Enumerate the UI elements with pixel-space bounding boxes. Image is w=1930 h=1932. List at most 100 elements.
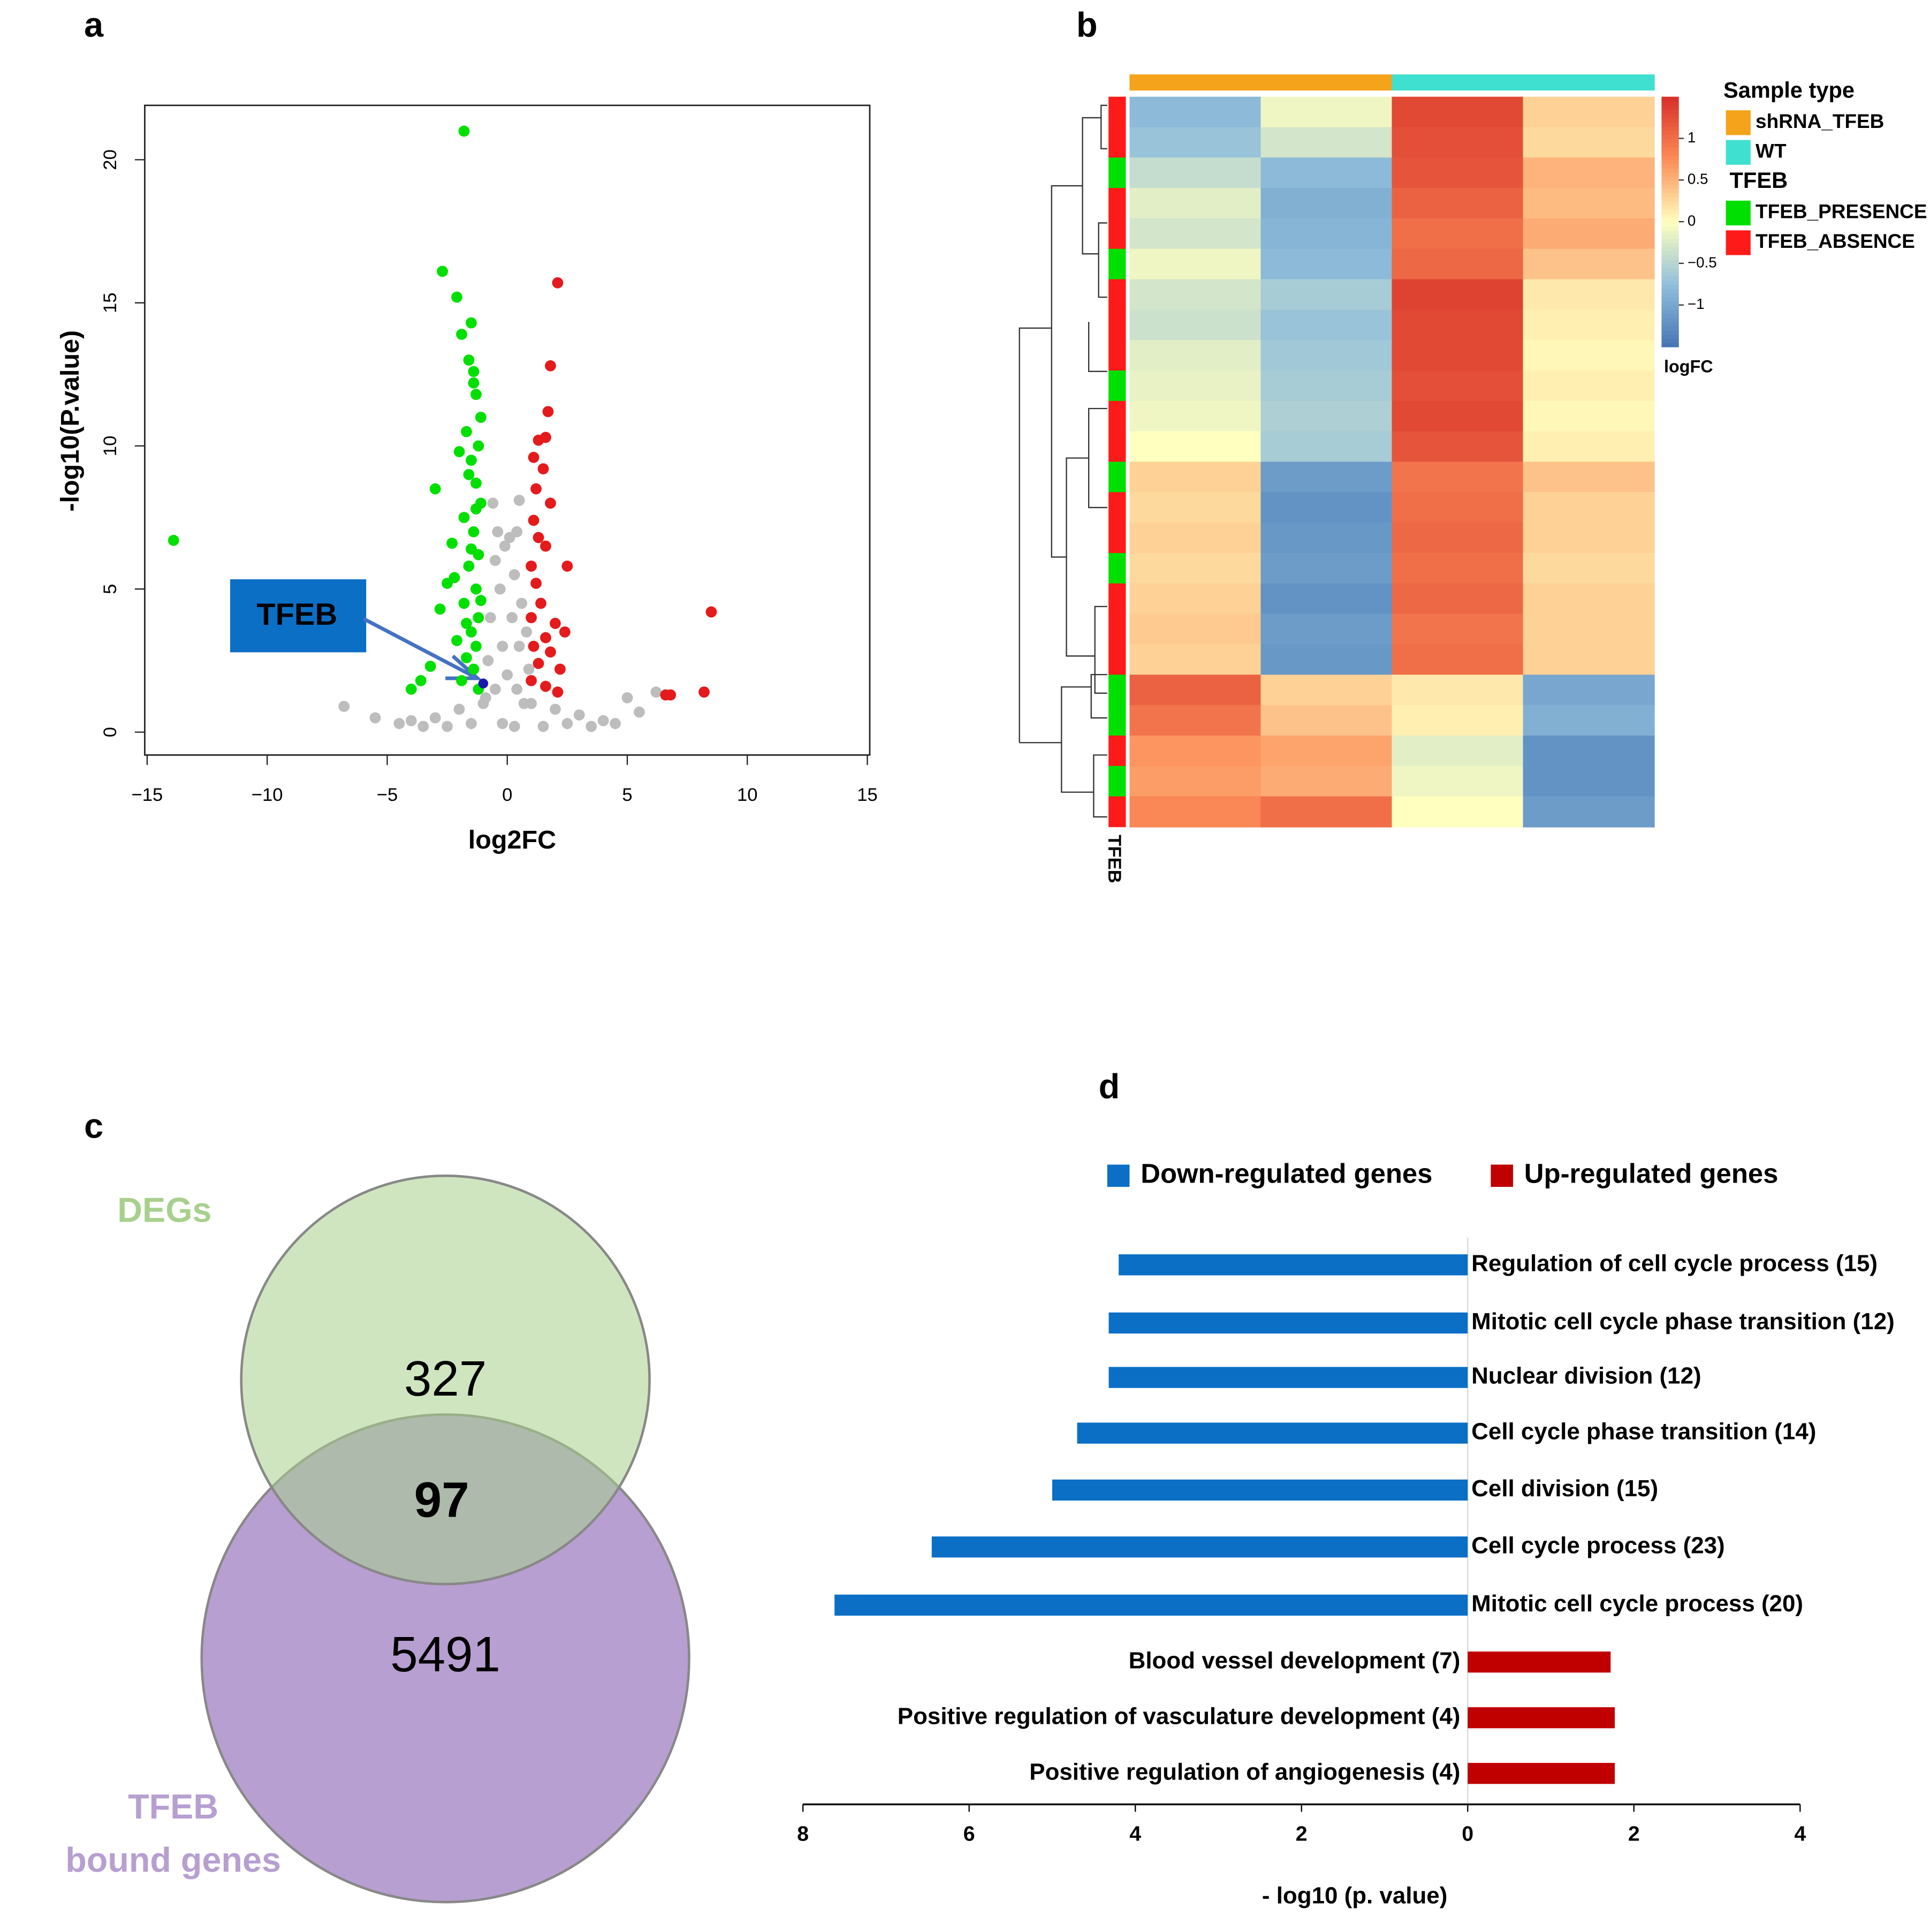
point: [511, 684, 523, 695]
heat-cell: [1523, 766, 1655, 797]
point: [497, 640, 508, 652]
point: [552, 277, 564, 289]
heat-cell: [1129, 340, 1262, 372]
bar: [1468, 1651, 1611, 1673]
point: [634, 706, 645, 718]
point: [463, 560, 475, 572]
heat-cell: [1129, 705, 1262, 737]
row-annotation: [1108, 492, 1126, 523]
colorbar-tick-label: −0.5: [1688, 254, 1717, 270]
heat-cell: [1129, 96, 1262, 128]
annotation: TFEB: [256, 597, 337, 632]
legend-swatch: [1726, 110, 1751, 135]
colorbar-step: [1661, 204, 1679, 210]
colorbar-step: [1661, 138, 1679, 143]
point: [466, 718, 477, 729]
column-annotation: [1129, 74, 1262, 91]
annotation-box: [230, 579, 367, 653]
point: [561, 718, 573, 729]
heat-cell: [1129, 613, 1262, 645]
point: [458, 512, 470, 524]
y-tick-label: 20: [100, 149, 120, 170]
heat-cell: [1523, 735, 1655, 767]
heat-cell: [1260, 644, 1393, 676]
row-annotation: [1108, 705, 1126, 736]
heat-cell: [1129, 675, 1262, 706]
heat-cell: [1392, 127, 1524, 158]
bar: [1468, 1763, 1615, 1784]
point: [449, 572, 460, 584]
row-annotation: [1108, 675, 1126, 706]
point: [168, 535, 179, 546]
colorbar-step: [1661, 109, 1679, 114]
colorbar-step: [1661, 330, 1679, 335]
point: [453, 446, 465, 458]
point: [530, 483, 542, 495]
point: [461, 426, 472, 437]
point: [424, 661, 436, 672]
heat-cell: [1392, 461, 1524, 493]
row-annotation: [1108, 248, 1126, 280]
heat-cell: [1260, 705, 1393, 737]
row-annotation: [1108, 127, 1126, 158]
heat-cell: [1260, 766, 1393, 797]
heat-cell: [1129, 127, 1262, 158]
heat-cell: [1260, 340, 1393, 372]
point: [446, 537, 458, 549]
point: [475, 412, 487, 423]
row-annotation: [1108, 340, 1126, 371]
colorbar-step: [1661, 238, 1679, 244]
colorbar-step: [1661, 176, 1679, 181]
category-label: Regulation of cell cycle process (15): [1471, 1250, 1878, 1276]
point: [504, 532, 515, 543]
x-tick-label: 4: [1129, 1822, 1141, 1846]
point: [492, 526, 504, 537]
point: [552, 686, 564, 698]
point: [489, 555, 501, 566]
colorbar-step: [1661, 163, 1679, 169]
point: [513, 640, 525, 652]
colorbar-step: [1661, 325, 1679, 331]
point: [369, 712, 381, 724]
x-axis-label: - log10 (p. value): [1262, 1883, 1447, 1909]
colorbar-step: [1661, 225, 1679, 231]
heat-cell: [1129, 400, 1262, 432]
point: [650, 686, 662, 698]
colorbar-step: [1661, 313, 1679, 319]
heat-cell: [1129, 522, 1262, 554]
point: [502, 669, 513, 681]
heat-cell: [1392, 553, 1524, 585]
heat-cell: [1260, 431, 1393, 463]
heat-cell: [1129, 157, 1262, 189]
point: [405, 715, 417, 726]
row-annotation: [1108, 431, 1126, 463]
bar: [931, 1536, 1468, 1558]
point: [478, 678, 489, 688]
bar: [1108, 1312, 1468, 1334]
colorbar-step: [1661, 234, 1679, 239]
point: [458, 125, 470, 137]
heat-cell: [1260, 218, 1393, 249]
point: [466, 626, 477, 638]
colorbar-step: [1661, 130, 1679, 135]
set-circle: [240, 1174, 651, 1586]
colorbar-step: [1661, 259, 1679, 264]
x-tick-label: 4: [1794, 1822, 1806, 1846]
point: [417, 721, 429, 732]
point: [554, 663, 566, 675]
point: [482, 655, 494, 666]
row-annotation: [1108, 461, 1126, 493]
row-annotation: [1108, 613, 1126, 645]
x-tick-label: 15: [857, 785, 878, 805]
colorbar-step: [1661, 96, 1679, 102]
heat-cell: [1260, 553, 1393, 585]
heat-cell: [1392, 340, 1524, 372]
heat-cell: [1260, 157, 1393, 189]
heat-cell: [1129, 766, 1262, 797]
x-tick-label: 8: [797, 1822, 809, 1846]
category-label: Cell cycle phase transition (14): [1471, 1419, 1816, 1445]
row-annotation: [1108, 370, 1126, 401]
point: [528, 514, 540, 526]
point: [561, 560, 573, 572]
x-tick-label: 2: [1296, 1822, 1308, 1846]
